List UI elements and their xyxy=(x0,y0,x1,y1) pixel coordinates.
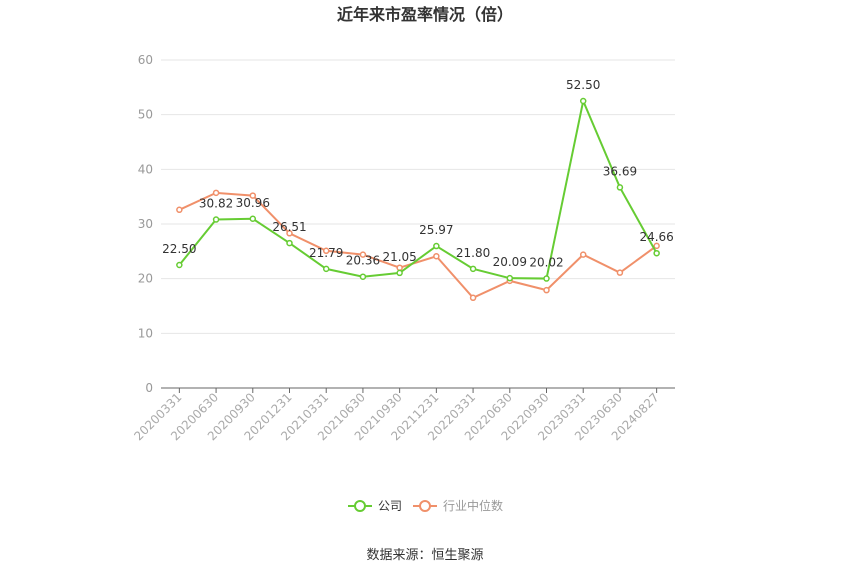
data-point xyxy=(469,294,477,302)
data-point xyxy=(286,230,293,237)
legend-marker xyxy=(354,500,366,512)
y-tick-label: 0 xyxy=(145,381,153,395)
y-grid xyxy=(161,59,675,334)
legend: 公司 行业中位数 xyxy=(348,498,503,513)
data-label: 26.51 xyxy=(272,220,306,234)
series-line-0 xyxy=(178,97,658,280)
y-tick-label: 10 xyxy=(138,326,153,340)
data-point xyxy=(176,261,183,269)
data-point xyxy=(249,215,257,223)
data-point xyxy=(322,265,330,273)
data-label: 30.96 xyxy=(236,196,270,210)
data-point xyxy=(359,251,367,258)
y-axis-ticks: 0 10 20 30 40 50 60 xyxy=(138,53,153,395)
x-axis-ticks: 2020033120200630202009302020123120210331… xyxy=(131,388,662,443)
data-point xyxy=(212,216,220,223)
data-point xyxy=(653,242,660,250)
data-point xyxy=(322,247,330,255)
data-point xyxy=(396,264,403,271)
y-tick-label: 60 xyxy=(138,53,153,67)
data-point xyxy=(543,275,550,282)
data-point xyxy=(433,242,440,250)
legend-label: 行业中位数 xyxy=(443,498,503,513)
data-label: 25.97 xyxy=(419,223,453,237)
data-point xyxy=(616,184,624,191)
data-label: 20.02 xyxy=(529,256,563,270)
y-tick-label: 40 xyxy=(138,162,153,176)
data-point xyxy=(469,265,477,273)
data-point xyxy=(543,286,550,294)
data-point xyxy=(396,269,403,277)
data-label: 21.05 xyxy=(382,250,416,264)
legend-marker xyxy=(419,500,431,512)
data-label: 22.50 xyxy=(162,242,196,256)
data-label: 20.36 xyxy=(346,254,380,268)
data-point xyxy=(176,206,183,214)
data-point xyxy=(506,274,514,282)
data-point xyxy=(249,192,257,199)
data-label: 36.69 xyxy=(603,164,637,178)
data-point xyxy=(616,269,624,276)
y-tick-label: 30 xyxy=(138,217,153,231)
data-label: 52.50 xyxy=(566,78,600,92)
y-tick-label: 50 xyxy=(138,108,153,122)
data-label: 21.79 xyxy=(309,246,343,260)
data-label: 30.82 xyxy=(199,197,233,211)
series-layer xyxy=(176,97,660,302)
legend-label: 公司 xyxy=(378,499,402,513)
data-point xyxy=(579,251,587,258)
data-point xyxy=(212,189,220,197)
y-tick-label: 20 xyxy=(138,272,153,286)
data-label: 21.80 xyxy=(456,246,490,260)
data-source: 数据来源：恒生聚源 xyxy=(366,548,483,563)
data-point xyxy=(286,239,293,247)
data-point xyxy=(433,253,440,260)
data-point xyxy=(653,249,660,257)
data-label: 24.66 xyxy=(639,230,673,244)
chart-title: 近年来市盈率情况（倍） xyxy=(337,5,513,24)
data-point xyxy=(359,273,367,280)
data-label: 20.09 xyxy=(493,255,527,269)
series-line-1 xyxy=(178,191,658,300)
data-point xyxy=(579,97,587,105)
